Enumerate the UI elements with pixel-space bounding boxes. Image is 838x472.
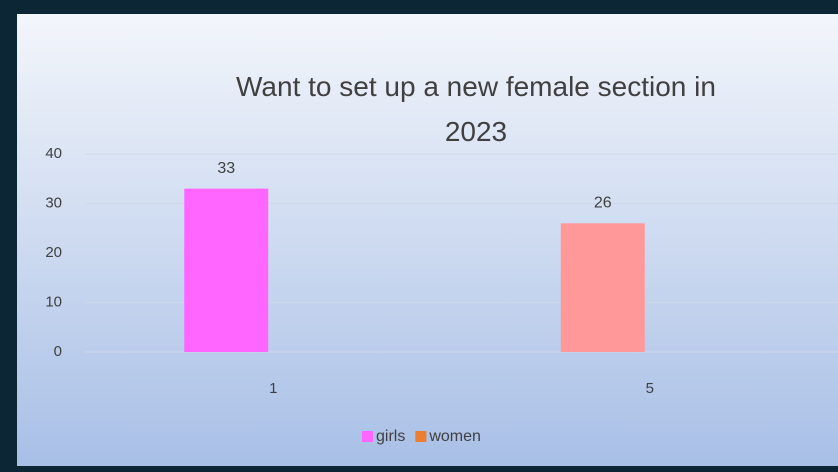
y-tick-label: 30 — [45, 194, 62, 211]
data-label: 26 — [594, 195, 612, 212]
y-tick-label: 10 — [45, 293, 62, 310]
y-tick-label: 40 — [45, 145, 62, 162]
y-tick-label: 0 — [54, 343, 62, 360]
y-tick-label: 20 — [45, 244, 62, 261]
legend-swatch — [415, 431, 427, 442]
x-tick-label: 1 — [269, 380, 277, 397]
chart-panel — [17, 14, 838, 466]
data-label: 33 — [217, 160, 235, 177]
legend-swatch — [362, 431, 373, 442]
legend-label: women — [428, 428, 481, 445]
bar — [184, 188, 269, 352]
chart-title: Want to set up a new female section in 20… — [236, 71, 716, 147]
legend-label: girls — [376, 428, 405, 445]
bar — [560, 223, 645, 352]
x-tick-label: 5 — [646, 380, 654, 397]
